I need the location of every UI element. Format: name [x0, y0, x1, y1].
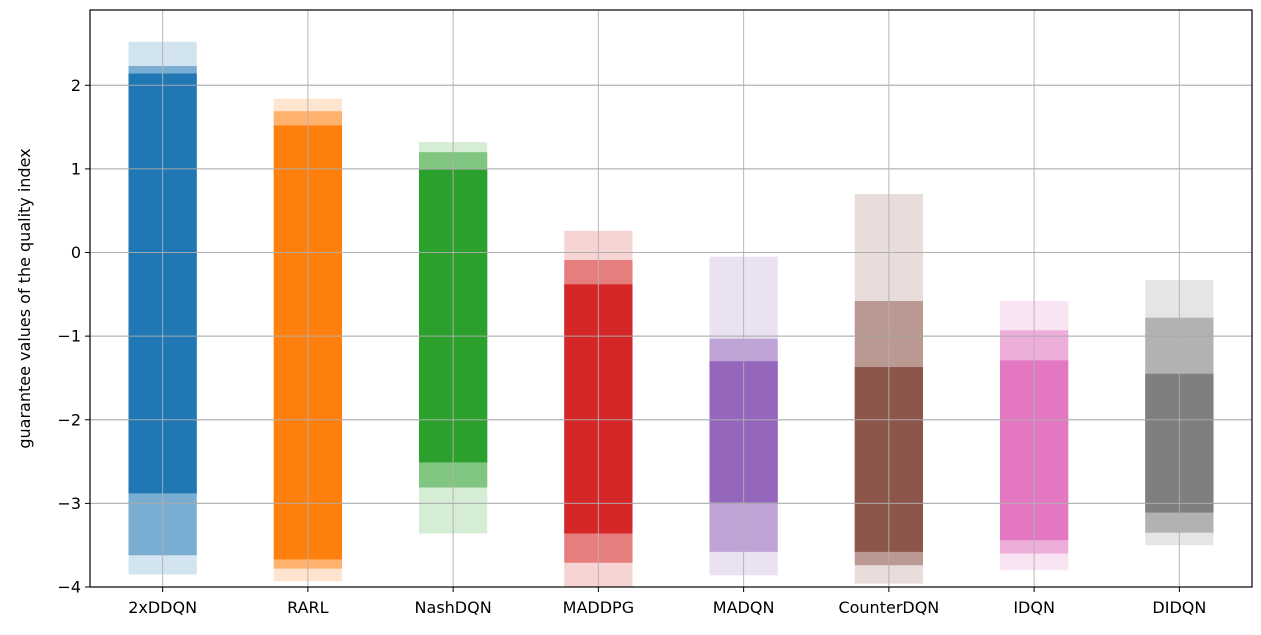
x-tick-label: DIDQN — [1152, 598, 1206, 617]
y-tick-label: −2 — [57, 410, 81, 429]
y-tick-label: −1 — [57, 327, 81, 346]
plot-frame — [89, 9, 1253, 588]
bars — [90, 10, 1252, 588]
x-tick-label: 2xDDQN — [128, 598, 197, 617]
x-tick-label: MADQN — [713, 598, 775, 617]
y-tick-label: 2 — [71, 76, 81, 95]
y-axis-label: guarantee values of the quality index — [15, 148, 34, 448]
y-tick-label: −3 — [57, 494, 81, 513]
x-tick-label: IDQN — [1013, 598, 1055, 617]
y-tick-label: 1 — [71, 159, 81, 178]
x-tick-label: MADDPG — [563, 598, 634, 617]
x-tick-label: CounterDQN — [838, 598, 939, 617]
y-tick-label: 0 — [71, 243, 81, 262]
x-tick-label: RARL — [287, 598, 329, 617]
y-tick-label: −4 — [57, 578, 81, 597]
x-tick-label: NashDQN — [415, 598, 492, 617]
axis-ticks: 2 1 0 −1 −2 −3 −4 2xDDQN RARL NashDQN MADDPG MADQN C… — [57, 76, 1206, 617]
